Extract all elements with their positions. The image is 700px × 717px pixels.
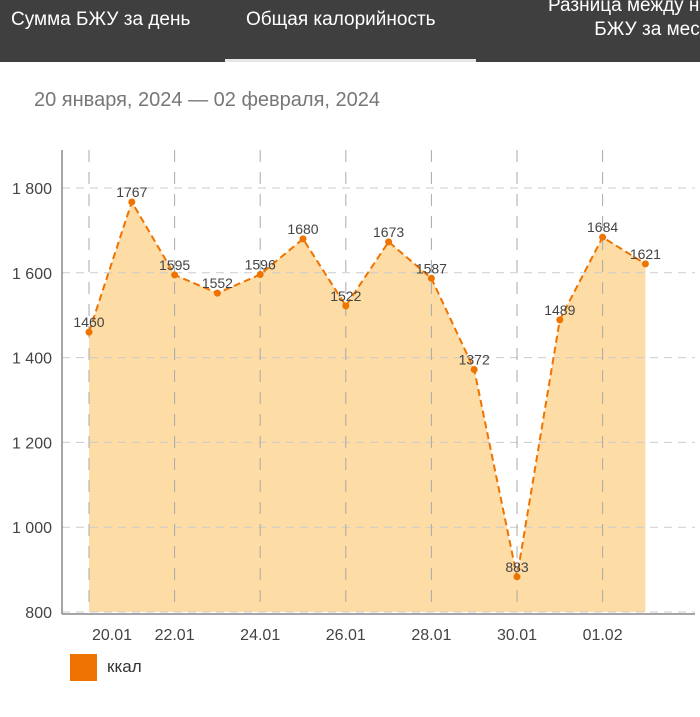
data-point (85, 328, 93, 336)
tab-total-calories[interactable]: Общая калорийность (246, 9, 436, 30)
x-tick-label: 22.01 (155, 627, 195, 644)
data-point (342, 302, 350, 310)
data-point (171, 271, 179, 279)
data-label: 1621 (630, 246, 661, 262)
active-tab-indicator (225, 59, 476, 62)
data-point (556, 316, 564, 324)
tab-daily-macros[interactable]: Сумма БЖУ за день (11, 9, 191, 30)
series-line (88, 199, 646, 578)
data-label: 1595 (159, 257, 190, 273)
data-label: 883 (505, 559, 529, 575)
data-point (299, 235, 307, 243)
data-point (470, 365, 478, 373)
x-tick-label: 26.01 (326, 627, 366, 644)
legend-swatch (70, 654, 97, 681)
date-range: 20 января, 2024 — 02 февраля, 2024 (34, 89, 381, 111)
data-point (256, 270, 264, 278)
tab-label-line2: БЖУ за меся (594, 19, 700, 40)
data-point (385, 238, 393, 246)
x-tick-label: 30.01 (497, 627, 537, 644)
data-label: 1684 (587, 219, 618, 235)
data-label: 1552 (202, 275, 233, 291)
area-fill (89, 201, 646, 612)
data-label: 1460 (73, 314, 104, 330)
tab-label-line1: Разница между но (548, 0, 700, 16)
data-point (599, 233, 607, 241)
data-point (641, 260, 649, 268)
data-point (213, 289, 221, 297)
data-label: 1596 (245, 256, 276, 272)
data-label: 1767 (116, 184, 147, 200)
data-label: 1522 (330, 288, 361, 304)
data-label: 1587 (416, 260, 447, 276)
data-point (513, 573, 521, 581)
x-tick-label: 20.01 (92, 627, 132, 644)
y-tick-label: 1 000 (12, 520, 52, 537)
legend-label: ккал (107, 657, 142, 676)
y-tick-label: 1 200 (12, 435, 52, 452)
data-label: 1673 (373, 224, 404, 240)
x-tick-label: 28.01 (411, 627, 451, 644)
y-tick-label: 800 (25, 605, 52, 622)
data-point (427, 274, 435, 282)
y-tick-label: 1 800 (12, 181, 52, 198)
y-tick-label: 1 400 (12, 351, 52, 368)
data-point (128, 198, 136, 206)
data-label: 1680 (287, 221, 318, 237)
tab-bar: Сумма БЖУ за день Общая калорийность Раз… (0, 0, 700, 62)
data-label: 1489 (544, 302, 575, 318)
data-label: 1372 (459, 351, 490, 367)
x-tick-label: 24.01 (240, 627, 280, 644)
tab-macro-difference[interactable]: Разница между но БЖУ за меся (510, 0, 700, 42)
x-tick-label: 01.02 (583, 627, 623, 644)
y-tick-label: 1 600 (12, 266, 52, 283)
